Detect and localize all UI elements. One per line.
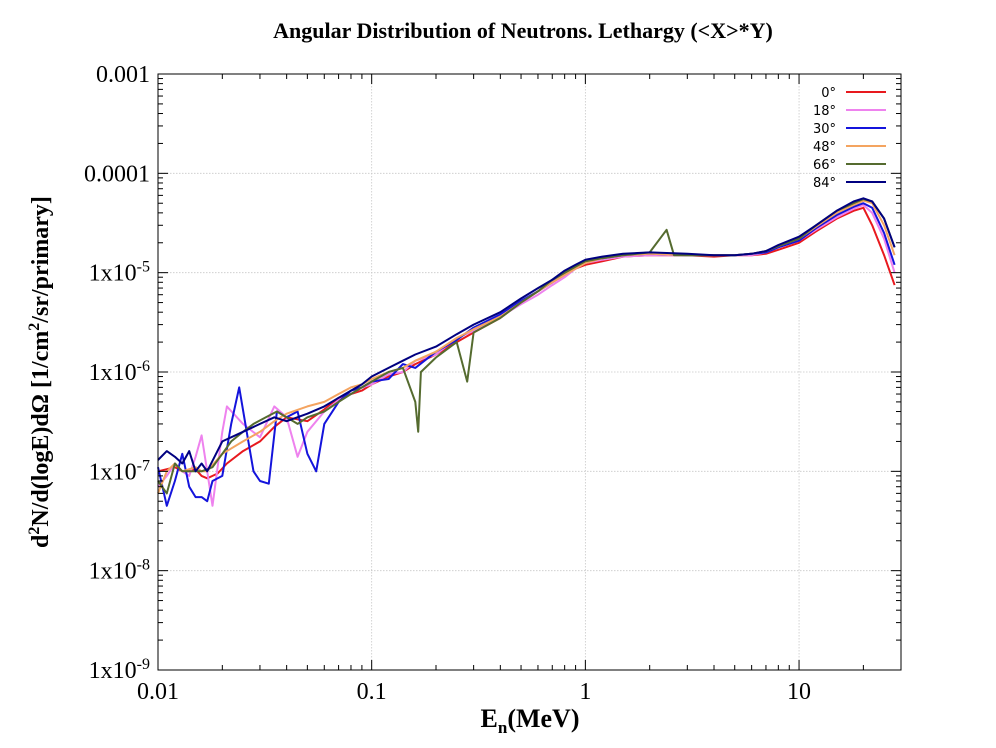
legend-label: 0° xyxy=(821,86,836,101)
series-line-2 xyxy=(157,202,896,507)
chart-title: Angular Distribution of Neutrons. Lethar… xyxy=(273,18,773,43)
series-line-0 xyxy=(157,206,896,480)
y-tick-label: 1x10-8 xyxy=(89,557,150,585)
legend-label: 30° xyxy=(813,122,836,137)
y-tick-label: 1x10-6 xyxy=(89,358,150,386)
legend-label: 18° xyxy=(813,104,836,119)
y-tick-label: 0.0001 xyxy=(84,161,150,187)
y-tick-label: 0.001 xyxy=(96,62,150,88)
axis-ticks xyxy=(157,73,901,671)
x-tick-label: 0.1 xyxy=(357,679,387,705)
legend-label: 48° xyxy=(813,140,836,155)
x-tick-label: 0.01 xyxy=(137,679,179,705)
x-tick-label: 1 xyxy=(579,679,591,705)
grid xyxy=(158,74,901,670)
y-tick-label: 1x10-5 xyxy=(89,259,150,287)
y-tick-labels: 0.001 0.0001 1x10-5 1x10-6 1x10-7 1x10-8 1x10-… xyxy=(84,62,150,684)
x-tick-label: 10 xyxy=(787,679,811,705)
x-axis-label: En(MeV) xyxy=(481,704,580,737)
series-line-5 xyxy=(157,197,896,473)
legend-label: 84° xyxy=(813,176,836,191)
y-axis-label: d2N/d(logE)dΩ [1/cm2/sr/primary] xyxy=(26,196,54,548)
y-tick-label: 1x10-9 xyxy=(89,656,150,684)
legend: 0° 18° 30° 48° 66° 84° xyxy=(813,86,886,191)
x-tick-labels: 0.01 0.1 1 10 xyxy=(137,679,811,705)
series-lines xyxy=(157,197,896,507)
legend-label: 66° xyxy=(813,158,836,173)
y-tick-label: 1x10-7 xyxy=(89,457,150,485)
